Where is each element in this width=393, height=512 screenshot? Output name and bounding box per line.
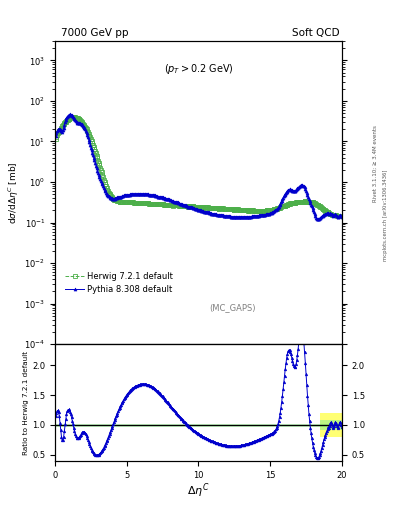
Herwig 7.2.1 default [338, 213, 342, 219]
Pythia 8.308 default [147, 192, 152, 198]
Pythia 8.308 default [88, 145, 93, 151]
Line: Pythia 8.308 default: Pythia 8.308 default [54, 113, 343, 221]
Herwig 7.2.1 default [262, 208, 267, 214]
Herwig 7.2.1 default [53, 136, 58, 142]
Line: Herwig 7.2.1 default: Herwig 7.2.1 default [54, 115, 343, 218]
Text: Soft QCD: Soft QCD [292, 28, 340, 38]
Text: ($p_T > 0.2$ GeV): ($p_T > 0.2$ GeV) [163, 62, 233, 76]
Pythia 8.308 default [167, 197, 172, 203]
Herwig 7.2.1 default [88, 136, 93, 142]
Text: mcplots.cern.ch [arXiv:1306.3436]: mcplots.cern.ch [arXiv:1306.3436] [383, 169, 387, 261]
Pythia 8.308 default [316, 216, 321, 222]
Herwig 7.2.1 default [71, 114, 75, 120]
Pythia 8.308 default [234, 214, 239, 220]
X-axis label: $\Delta\eta^C$: $\Delta\eta^C$ [187, 481, 210, 500]
Y-axis label: Ratio to Herwig 7.2.1 default: Ratio to Herwig 7.2.1 default [24, 350, 29, 455]
Pythia 8.308 default [68, 112, 72, 118]
Herwig 7.2.1 default [234, 206, 239, 212]
Legend: Herwig 7.2.1 default, Pythia 8.308 default: Herwig 7.2.1 default, Pythia 8.308 defau… [62, 269, 176, 297]
Text: Rivet 3.1.10; ≥ 3.4M events: Rivet 3.1.10; ≥ 3.4M events [373, 125, 378, 202]
Text: 7000 GeV pp: 7000 GeV pp [61, 28, 129, 38]
Herwig 7.2.1 default [147, 201, 152, 207]
Pythia 8.308 default [340, 214, 344, 220]
Herwig 7.2.1 default [261, 208, 265, 214]
Herwig 7.2.1 default [167, 202, 172, 208]
Y-axis label: d$\sigma$/d$\Delta\eta^C$ [mb]: d$\sigma$/d$\Delta\eta^C$ [mb] [7, 161, 22, 224]
Herwig 7.2.1 default [340, 213, 344, 219]
Text: (MC_GAPS): (MC_GAPS) [209, 303, 256, 312]
Pythia 8.308 default [261, 212, 265, 218]
Pythia 8.308 default [53, 133, 58, 139]
Pythia 8.308 default [262, 212, 267, 218]
